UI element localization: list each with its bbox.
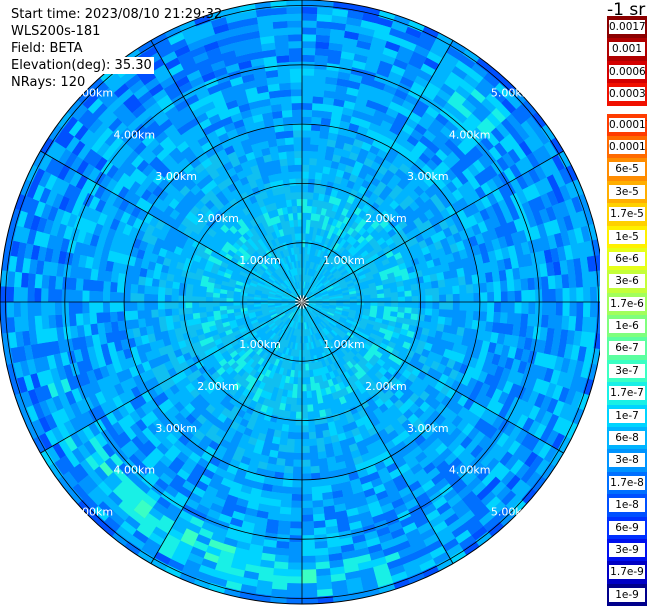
colorbar-label: 1e-7	[609, 408, 645, 423]
range-label: 2.00km	[365, 212, 407, 225]
azimuth-spoke	[301, 150, 564, 303]
colorbar: 0.0017 0.001 0.0006 0.0003 0.00017 0.0001 6e-5…	[607, 16, 647, 607]
colorbar-swatch: 0.0003	[607, 83, 647, 106]
range-label: 2.00km	[197, 212, 239, 225]
range-label: 3.00km	[407, 422, 449, 435]
range-label: 2.00km	[365, 380, 407, 393]
backscatter-cells	[0, 0, 600, 596]
instrument-name: WLS200s-181	[11, 24, 101, 39]
range-label: 1.00km	[239, 338, 281, 351]
range-azimuth-grid: 1.00km 1.00km 1.00km 1.00km 2.00km 2.00km 2.00…	[0, 0, 600, 605]
colorbar-label: 6e-5	[609, 162, 645, 177]
colorbar-swatch: 1.7e-8	[607, 471, 647, 495]
colorbar-label: 3e-6	[609, 274, 645, 289]
colorbar-label: 3e-5	[609, 184, 645, 199]
colorbar-swatch: 1.7e-9	[607, 561, 647, 584]
range-label: 1.00km	[323, 338, 365, 351]
colorbar-swatch: 3e-5	[607, 180, 647, 204]
range-label: 5.00km	[72, 506, 114, 519]
azimuth-spoke	[301, 301, 454, 564]
colorbar-swatch: 0.00017	[607, 113, 647, 136]
center-marker	[299, 295, 303, 303]
colorbar-swatch: 6e-7	[607, 337, 647, 360]
range-label: 1.00km	[323, 254, 365, 267]
colorbar-label: 3e-7	[609, 363, 645, 378]
azimuth-spoke	[40, 150, 303, 303]
elevation: Elevation(deg): 35.30	[11, 57, 154, 74]
start-time: Start time: 2023/08/10 21:29:32	[11, 7, 223, 22]
colorbar-label: 0.0017	[609, 20, 646, 34]
colorbar-swatch: 0.0001	[607, 135, 647, 159]
azimuth-spoke	[301, 40, 454, 303]
colorbar-label: 6e-9	[609, 520, 645, 535]
colorbar-label: 1.7e-6	[609, 296, 645, 311]
colorbar-swatch: 3e-8	[607, 449, 647, 472]
colorbar-swatch: 6e-6	[607, 247, 647, 271]
colorbar-gap	[607, 105, 647, 114]
colorbar-swatch: 3e-6	[607, 270, 647, 293]
range-label: 4.00km	[114, 128, 156, 141]
range-label: 1.00km	[239, 254, 281, 267]
range-label: 2.00km	[197, 380, 239, 393]
colorbar-label: 6e-8	[609, 431, 645, 446]
colorbar-swatch: 6e-9	[607, 516, 647, 539]
range-label: 4.00km	[449, 464, 491, 477]
backscatter-cells	[1, 0, 600, 604]
colorbar-unit: -1 sr	[607, 0, 646, 20]
colorbar-swatch: 1e-8	[607, 494, 647, 517]
colorbar-label: 6e-6	[609, 251, 645, 266]
colorbar-label: 0.001	[609, 42, 645, 57]
colorbar-swatch: 1e-6	[607, 315, 647, 338]
colorbar-label: 6e-7	[609, 341, 645, 356]
azimuth-spoke	[150, 301, 303, 564]
range-label: 3.00km	[407, 170, 449, 183]
range-label: 3.00km	[155, 422, 197, 435]
colorbar-swatch: 6e-5	[607, 158, 647, 181]
field-name: Field: BETA	[11, 41, 83, 56]
range-label: 4.00km	[449, 128, 491, 141]
colorbar-swatch: 1.7e-7	[607, 382, 647, 405]
colorbar-swatch: 0.0006	[607, 60, 647, 84]
colorbar-label: 1e-5	[609, 229, 645, 244]
colorbar-label: 1.7e-8	[609, 475, 645, 490]
azimuth-spoke	[40, 301, 303, 454]
range-label: 4.00km	[114, 464, 156, 477]
colorbar-swatch: 3e-7	[607, 359, 647, 383]
colorbar-swatch: 0.0017	[607, 16, 647, 39]
backscatter-cells	[99, 461, 317, 584]
ray-count: NRays: 120	[11, 75, 86, 90]
ppi-plot: 1.00km 1.00km 1.00km 1.00km 2.00km 2.00km 2.00…	[0, 0, 600, 605]
range-label: 5.00km	[72, 86, 114, 99]
range-label: 3.00km	[155, 170, 197, 183]
colorbar-label: 1e-6	[609, 319, 645, 334]
colorbar-label: 1e-8	[609, 498, 645, 513]
colorbar-swatch: 1e-9	[607, 583, 647, 607]
colorbar-label: 0.00017	[609, 117, 647, 132]
colorbar-swatch: 6e-8	[607, 427, 647, 450]
range-label: 5.00km	[491, 86, 533, 99]
scan-info: Start time: 2023/08/10 21:29:32 WLS200s-…	[11, 6, 222, 91]
colorbar-swatch: 1e-7	[607, 404, 647, 428]
colorbar-label: 3e-8	[609, 453, 645, 468]
azimuth-spoke	[150, 40, 303, 303]
colorbar-swatch: 3e-9	[607, 538, 647, 562]
colorbar-swatch: 1.7e-6	[607, 292, 647, 316]
colorbar-label: 0.0003	[609, 87, 646, 102]
colorbar-swatch: 0.001	[607, 38, 647, 61]
colorbar-label: 1e-9	[609, 587, 645, 602]
colorbar-label: 1.7e-5	[609, 207, 645, 222]
colorbar-label: 0.0001	[609, 139, 646, 154]
colorbar-swatch: 1e-5	[607, 225, 647, 248]
range-label: 5.00km	[491, 506, 533, 519]
azimuth-spoke	[301, 301, 564, 454]
colorbar-label: 0.0006	[609, 64, 646, 79]
backscatter-cells	[8, 0, 600, 594]
colorbar-label: 3e-9	[609, 542, 645, 557]
colorbar-label: 1.7e-7	[609, 386, 645, 401]
colorbar-swatch: 1.7e-5	[607, 203, 647, 226]
colorbar-label: 1.7e-9	[609, 565, 645, 580]
